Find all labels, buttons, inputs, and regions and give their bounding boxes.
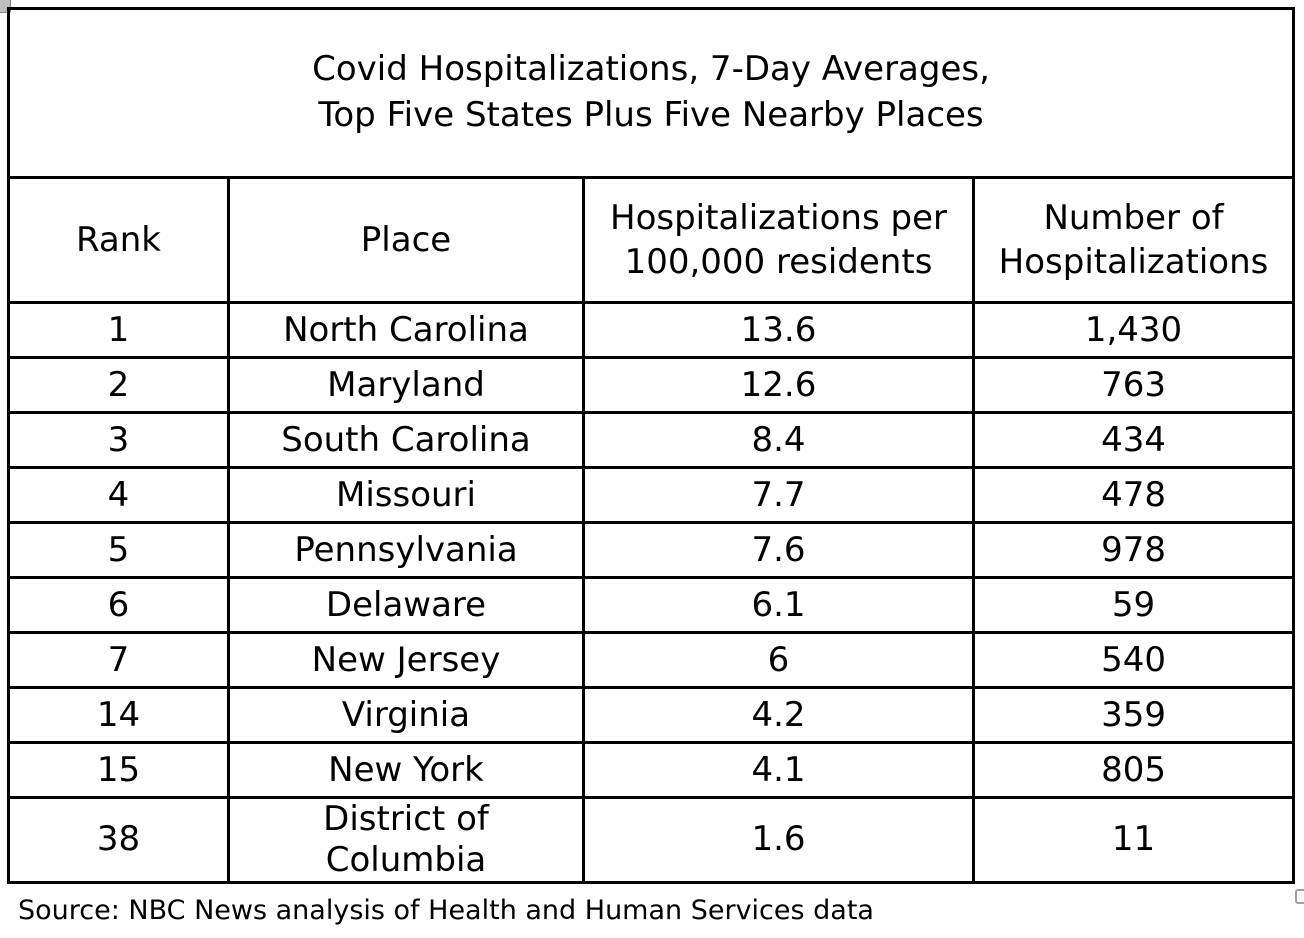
per-100k-cell: 6.1 [582,576,975,634]
place-cell: Missouri [227,466,585,524]
rank-cell: 6 [7,576,230,634]
number-cell: 478 [971,466,1296,524]
column-header-place: Place [227,176,585,304]
rank-cell: 15 [7,741,230,799]
rank-cell: 3 [7,411,230,469]
per-100k-cell: 7.6 [582,521,975,579]
rank-cell: 38 [7,796,230,884]
per-100k-cell: 13.6 [582,301,975,359]
table-title-line2: Top Five States Plus Five Nearby Places [318,95,984,135]
per-100k-cell: 7.7 [582,466,975,524]
place-cell: Virginia [227,686,585,744]
table-row: 3 South Carolina 8.4 434 [7,411,1296,469]
rank-cell: 2 [7,356,230,414]
per-100k-cell: 4.2 [582,686,975,744]
table-move-handle[interactable] [0,0,11,13]
place-cell: South Carolina [227,411,585,469]
table-row: 7 New Jersey 6 540 [7,631,1296,689]
column-header-number: Number of Hospitalizations [971,176,1296,304]
table-row: 1 North Carolina 13.6 1,430 [7,301,1296,359]
number-cell: 434 [971,411,1296,469]
table-row: 15 New York 4.1 805 [7,741,1296,799]
table-body: 1 North Carolina 13.6 1,430 2 Maryland 12.6 763… [7,301,1296,884]
number-cell: 1,430 [971,301,1296,359]
column-header-per-100k: Hospitalizations per 100,000 residents [582,176,975,304]
covid-hospitalizations-table: Covid Hospitalizations, 7-Day Averages, … [6,7,1296,884]
table-title: Covid Hospitalizations, 7-Day Averages, … [6,7,1296,179]
per-100k-cell: 8.4 [582,411,975,469]
rank-cell: 7 [7,631,230,689]
per-100k-cell: 1.6 [582,796,975,884]
table-row: 5 Pennsylvania 7.6 978 [7,521,1296,579]
rank-cell: 1 [7,301,230,359]
table-row: 38 District of Columbia 1.6 11 [7,796,1296,884]
column-header-rank: Rank [7,176,230,304]
place-cell: Pennsylvania [227,521,585,579]
table-row: 2 Maryland 12.6 763 [7,356,1296,414]
number-cell: 359 [971,686,1296,744]
place-cell: New York [227,741,585,799]
table-row: 14 Virginia 4.2 359 [7,686,1296,744]
table-row: 6 Delaware 6.1 59 [7,576,1296,634]
table-header-row: Rank Place Hospitalizations per 100,000 … [7,176,1296,304]
place-cell: North Carolina [227,301,585,359]
place-cell: New Jersey [227,631,585,689]
table-title-row: Covid Hospitalizations, 7-Day Averages, … [6,7,1296,179]
number-cell: 59 [971,576,1296,634]
number-cell: 805 [971,741,1296,799]
rank-cell: 14 [7,686,230,744]
rank-cell: 5 [7,521,230,579]
place-cell: District of Columbia [227,796,585,884]
table-row: 4 Missouri 7.7 478 [7,466,1296,524]
place-cell: Maryland [227,356,585,414]
number-cell: 11 [971,796,1296,884]
number-cell: 978 [971,521,1296,579]
number-cell: 763 [971,356,1296,414]
table-title-line1: Covid Hospitalizations, 7-Day Averages, [312,49,990,90]
per-100k-cell: 12.6 [582,356,975,414]
per-100k-cell: 4.1 [582,741,975,799]
per-100k-cell: 6 [582,631,975,689]
place-cell: Delaware [227,576,585,634]
rank-cell: 4 [7,466,230,524]
number-cell: 540 [971,631,1296,689]
source-attribution: Source: NBC News analysis of Health and … [18,895,874,926]
table-resize-handle[interactable] [1295,889,1304,904]
